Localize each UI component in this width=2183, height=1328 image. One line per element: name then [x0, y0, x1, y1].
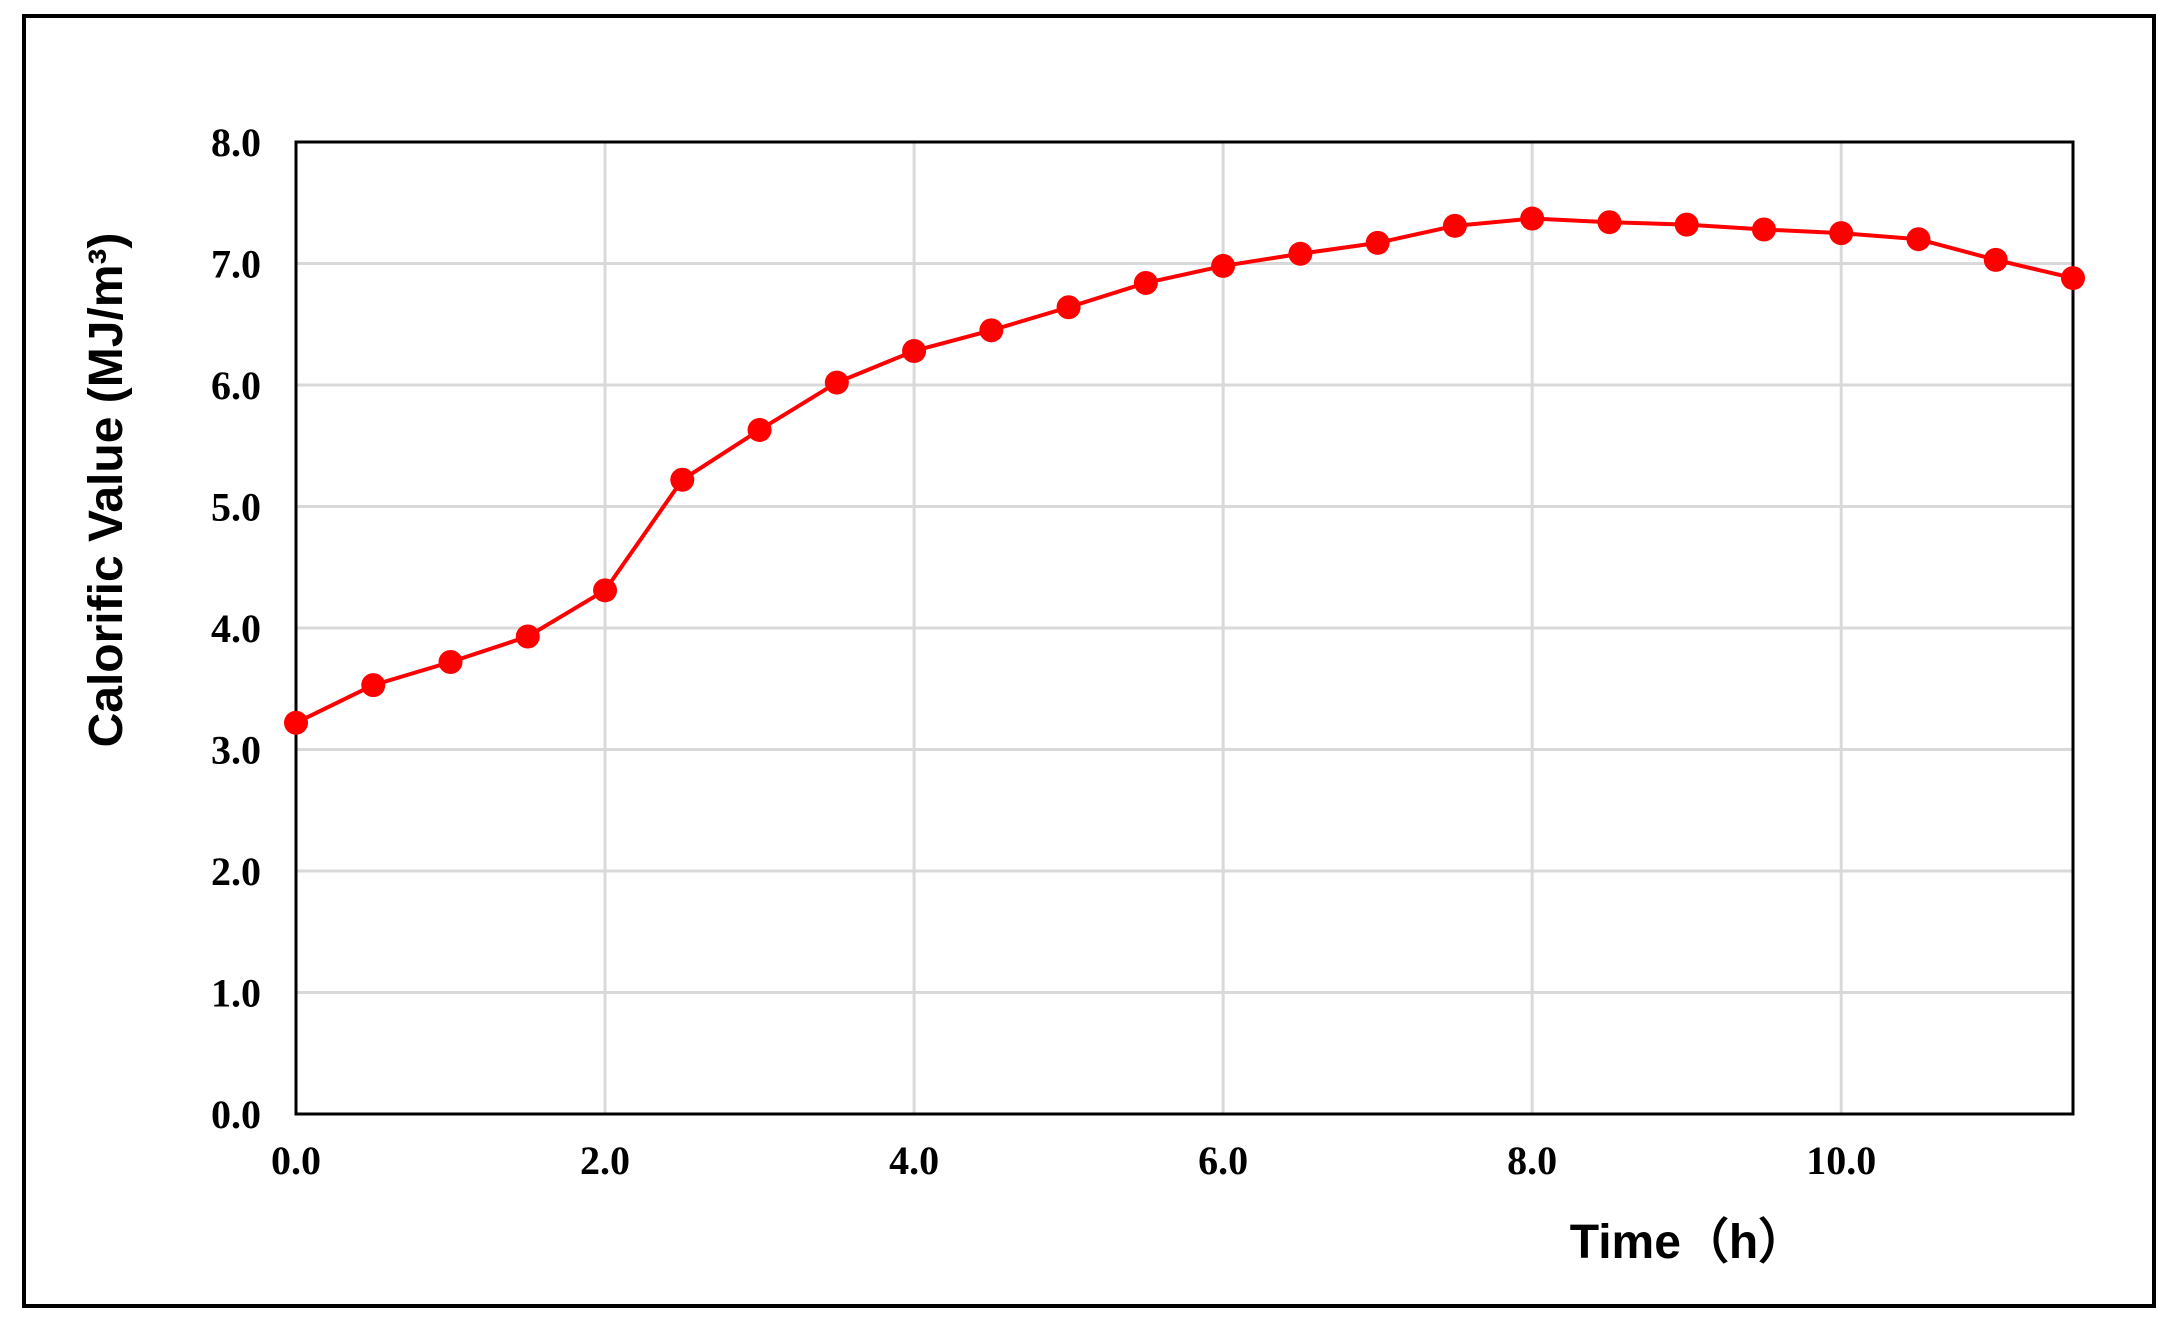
y-tick-label: 7.0 — [211, 242, 261, 287]
x-tick-labels: 0.0 2.0 4.0 6.0 8.0 10.0 — [271, 1138, 1876, 1183]
data-point — [1674, 212, 1699, 237]
data-point — [1597, 210, 1622, 235]
x-tick-label: 10.0 — [1806, 1138, 1876, 1183]
data-point — [1442, 213, 1467, 238]
data-point — [902, 338, 927, 363]
x-axis-label: Time（h） — [1570, 1216, 1807, 1269]
data-point — [1829, 221, 1854, 246]
data-point — [593, 578, 618, 603]
y-tick-label: 1.0 — [211, 971, 261, 1016]
y-tick-label: 6.0 — [211, 363, 261, 408]
data-point — [1211, 253, 1236, 278]
data-point — [1983, 247, 2008, 272]
x-tick-label: 2.0 — [580, 1138, 630, 1183]
x-tick-label: 6.0 — [1198, 1138, 1248, 1183]
data-point — [824, 370, 849, 395]
y-tick-label: 8.0 — [211, 120, 261, 165]
grid-lines — [296, 140, 2073, 1114]
data-point — [670, 467, 695, 492]
data-point — [2061, 266, 2085, 291]
y-tick-labels: 0.0 1.0 2.0 3.0 4.0 5.0 6.0 7.0 8.0 — [211, 120, 261, 1137]
data-point — [1056, 295, 1081, 320]
series-line — [295, 216, 2074, 725]
data-point — [1520, 206, 1545, 231]
data-points — [284, 206, 2085, 735]
y-tick-label: 5.0 — [211, 485, 261, 530]
data-point — [1133, 270, 1158, 295]
y-tick-label: 3.0 — [211, 728, 261, 773]
data-point — [979, 318, 1004, 343]
data-point — [284, 710, 308, 735]
data-point — [1365, 230, 1390, 255]
data-point — [747, 417, 772, 442]
data-point — [1906, 227, 1931, 252]
x-tick-label: 0.0 — [271, 1138, 321, 1183]
x-tick-label: 8.0 — [1507, 1138, 1557, 1183]
data-point — [515, 624, 540, 649]
data-point — [438, 650, 463, 675]
y-tick-label: 4.0 — [211, 606, 261, 651]
y-tick-label: 0.0 — [211, 1092, 261, 1137]
data-point — [1751, 217, 1776, 242]
data-point — [1288, 241, 1313, 266]
x-tick-label: 4.0 — [889, 1138, 939, 1183]
y-tick-label: 2.0 — [211, 849, 261, 894]
y-axis-label: Calorific Value (MJ/m³) — [80, 233, 133, 748]
plot-area — [294, 140, 2075, 1116]
data-point — [361, 673, 386, 698]
